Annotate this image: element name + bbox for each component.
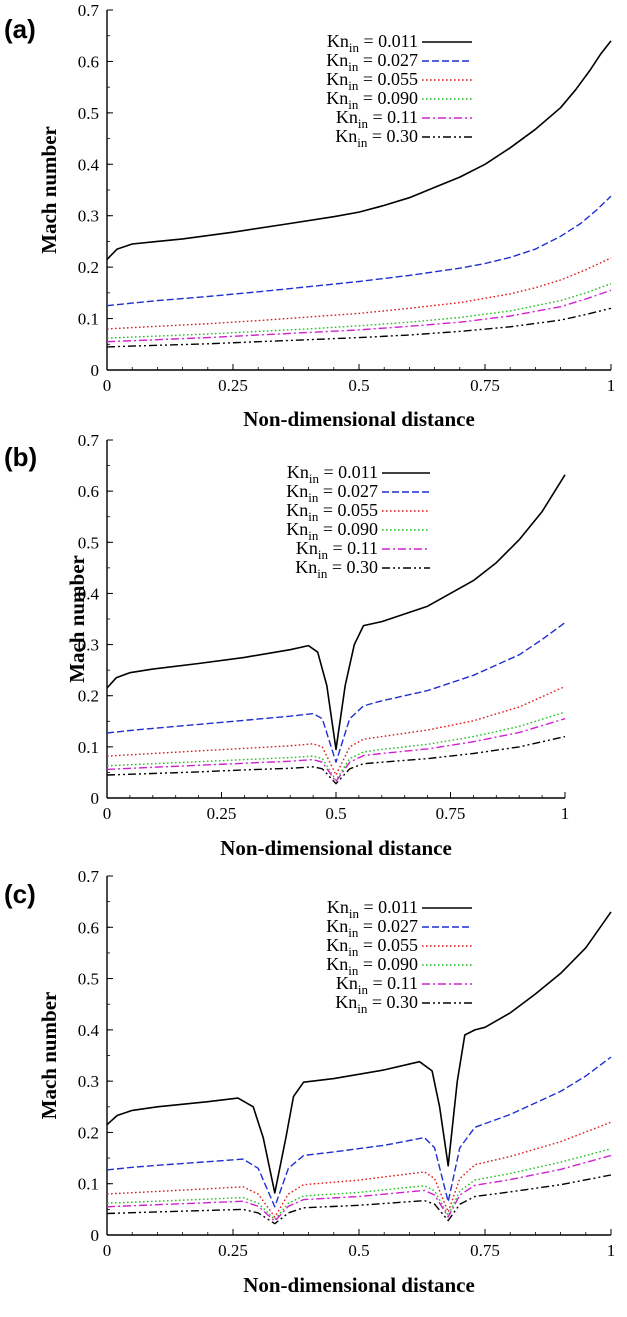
y-tick-label: 0.3 [78,1072,99,1091]
x-tick-label: 0.25 [218,376,248,395]
y-tick-label: 0.5 [78,970,99,989]
x-tick-label: 0 [103,1241,112,1260]
legend-label: Knin = 0.090 [326,88,418,112]
series-line-0-090 [106,282,612,339]
x-tick-label: 0.25 [207,804,237,823]
y-tick-label: 0.2 [78,1123,99,1142]
y-tick-label: 0.1 [78,1175,99,1194]
y-tick-label: 0.7 [78,431,100,450]
y-tick-label: 0.1 [78,310,99,329]
series-line-0-027 [106,622,566,763]
series-line-0-30 [106,1174,612,1225]
series-line-0-027 [106,195,612,307]
legend-label: Knin = 0.011 [327,31,418,55]
y-tick-label: 0.4 [78,1021,100,1040]
legend-label: Knin = 0.30 [295,557,378,581]
y-tick-label: 0.3 [78,636,99,655]
series-line-0-090 [106,1148,612,1221]
series-line-0-011 [106,40,612,260]
legend-label: Knin = 0.055 [326,935,418,959]
series-line-0-055 [106,257,612,330]
series-line-0-090 [106,711,566,781]
series-line-0-011 [106,474,566,751]
legend-label: Knin = 0.11 [336,107,418,131]
y-tick-label: 0.2 [78,687,99,706]
x-tick-label: 1 [561,804,570,823]
legend-label: Knin = 0.027 [326,50,418,74]
y-tick-label: 0 [91,1226,100,1245]
x-tick-label: 0.75 [436,804,466,823]
legend-label: Knin = 0.30 [335,992,418,1016]
x-tick-label: 1 [607,1241,616,1260]
legend-label: Knin = 0.11 [296,538,378,562]
x-tick-label: 0.5 [348,1241,369,1260]
legend-label: Knin = 0.011 [287,462,378,486]
x-tick-label: 0.75 [470,376,500,395]
y-tick-label: 0.5 [78,533,99,552]
y-tick-label: 0 [91,789,100,808]
panel-label: (b) [4,442,37,472]
x-axis-title: Non-dimensional distance [243,407,475,431]
legend-label: Knin = 0.055 [326,69,418,93]
series-line-0-11 [106,289,612,343]
y-tick-label: 0.6 [78,918,99,937]
series-line-0-30 [106,735,566,785]
series-line-0-055 [106,1121,612,1218]
legend-label: Knin = 0.11 [336,973,418,997]
y-tick-label: 0.7 [78,1,100,20]
x-tick-label: 0.75 [470,1241,500,1260]
y-tick-label: 0.6 [78,52,99,71]
panel-label: (a) [4,14,36,44]
y-tick-label: 0.7 [78,867,100,886]
series-line-0-011 [106,911,612,1194]
x-tick-label: 0.5 [325,804,346,823]
x-axis-title: Non-dimensional distance [220,836,452,860]
x-axis-title: Non-dimensional distance [243,1273,475,1297]
legend-label: Knin = 0.011 [327,897,418,921]
y-tick-label: 0 [91,361,100,380]
series-line-0-11 [106,718,566,783]
y-axis-title: Mach number [65,555,89,683]
series-line-0-027 [106,1056,612,1208]
panel-label: (c) [4,879,36,909]
y-tick-label: 0.4 [78,584,100,603]
chart-panel-1: (a) 0 0.25 0.5 0.75 1 0 0.1 0.2 0.3 0.4 0.5 0.6 0.7 No… [4,1,615,431]
chart-panel-2: (b) 0 0.25 0.5 0.75 1 0 0.1 0.2 0.3 0.4 0.5 0.6 0.7 No… [4,431,569,860]
y-axis-title: Mach number [37,992,61,1120]
legend-label: Knin = 0.30 [335,126,418,150]
y-tick-label: 0.6 [78,482,99,501]
x-tick-label: 0 [103,804,112,823]
chart-panel-3: (c) 0 0.25 0.5 0.75 1 0 0.1 0.2 0.3 0.4 0.5 0.6 0.7 No… [4,867,615,1297]
y-tick-label: 0.5 [78,104,99,123]
y-tick-label: 0.3 [78,207,99,226]
legend-label: Knin = 0.027 [326,916,418,940]
legend-label: Knin = 0.027 [286,481,378,505]
legend-label: Knin = 0.090 [326,954,418,978]
y-tick-label: 0.4 [78,155,100,174]
series-line-0-11 [106,1154,612,1222]
x-tick-label: 1 [607,376,616,395]
y-tick-label: 0.2 [78,258,99,277]
legend-label: Knin = 0.055 [286,500,378,524]
y-axis-title: Mach number [37,126,61,254]
x-tick-label: 0.25 [218,1241,248,1260]
x-tick-label: 0 [103,376,112,395]
x-tick-label: 0.5 [348,376,369,395]
y-tick-label: 0.1 [78,738,99,757]
legend-label: Knin = 0.090 [286,519,378,543]
series-line-0-30 [106,307,612,348]
